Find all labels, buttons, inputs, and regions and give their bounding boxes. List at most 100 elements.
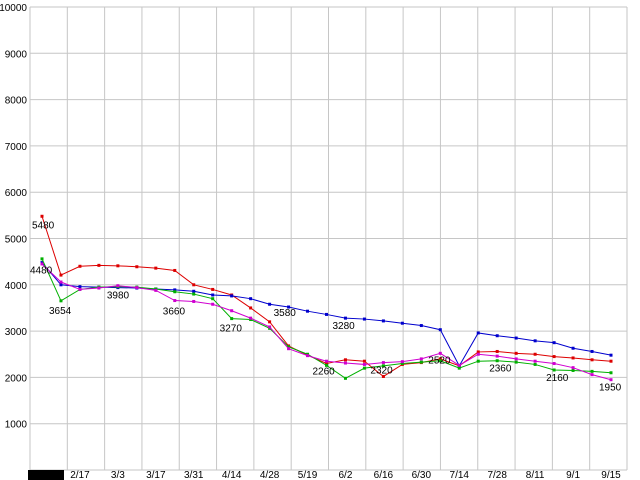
series-green-marker — [495, 359, 499, 363]
y-axis-tick-label: 3000 — [5, 327, 28, 338]
data-point-label: 4480 — [30, 266, 53, 277]
series-green-marker — [571, 368, 575, 372]
series-magenta-marker — [287, 347, 291, 351]
y-axis-tick-label: 1000 — [5, 420, 28, 431]
data-point-label: 5480 — [32, 220, 55, 231]
series-magenta-marker — [211, 302, 215, 306]
series-blue-marker — [533, 339, 537, 343]
series-red-marker — [495, 349, 499, 353]
y-axis-tick-label: 7000 — [5, 142, 28, 153]
series-green-marker — [230, 317, 234, 321]
series-green-marker — [552, 368, 556, 372]
series-green-marker — [438, 359, 442, 363]
series-red-marker — [268, 320, 272, 324]
data-point-label: 3580 — [274, 308, 297, 319]
series-blue-marker — [495, 334, 499, 338]
series-magenta-marker — [78, 287, 82, 291]
series-green-marker — [419, 360, 423, 364]
x-axis-tick-label: 6/16 — [374, 470, 394, 480]
bottom-left-black-box — [28, 470, 64, 480]
series-red-marker — [211, 287, 215, 291]
data-point-label: 3270 — [220, 324, 243, 335]
series-blue-marker — [609, 353, 613, 357]
series-blue-marker — [400, 321, 404, 325]
series-blue-marker — [381, 319, 385, 323]
series-magenta-marker — [40, 262, 44, 266]
series-magenta-marker — [343, 361, 347, 365]
series-green-marker — [457, 366, 461, 370]
y-axis-tick-label: 2000 — [5, 373, 28, 384]
series-magenta-marker — [135, 286, 139, 290]
series-red-marker — [343, 358, 347, 362]
x-axis-tick-label: 9/15 — [601, 470, 621, 480]
series-magenta-marker — [116, 284, 120, 288]
series-blue-marker — [438, 328, 442, 332]
y-axis-tick-label: 6000 — [5, 188, 28, 199]
series-green-marker — [343, 376, 347, 380]
series-blue-marker — [362, 317, 366, 321]
y-axis-tick-label: 9000 — [5, 49, 28, 60]
series-red-marker — [40, 214, 44, 218]
series-blue-marker — [325, 312, 328, 316]
series-red-marker — [154, 266, 158, 270]
series-red-marker — [135, 265, 139, 269]
data-point-label: 1950 — [599, 383, 622, 394]
data-point-label: 2360 — [489, 364, 512, 375]
series-blue-marker — [192, 289, 196, 293]
series-red-marker — [552, 355, 556, 359]
series-blue-marker — [211, 293, 215, 297]
y-axis-tick-label: 5000 — [5, 235, 28, 246]
data-point-label: 3980 — [107, 291, 130, 302]
series-red-marker — [438, 357, 442, 361]
y-axis-tick-label: 8000 — [5, 96, 28, 107]
series-blue-marker — [343, 316, 347, 320]
series-magenta-marker — [533, 359, 537, 363]
series-magenta-marker — [173, 299, 177, 303]
series-green-marker — [173, 290, 177, 294]
series-red-marker — [571, 356, 575, 360]
x-axis-tick-label: 5/19 — [298, 470, 318, 480]
data-point-label: 2520 — [428, 355, 451, 366]
series-blue-marker — [268, 302, 272, 306]
series-magenta-marker — [249, 316, 253, 320]
series-magenta-marker — [97, 286, 101, 290]
series-magenta-marker — [268, 325, 272, 329]
series-blue-marker — [249, 297, 253, 301]
series-green-marker — [381, 364, 385, 368]
x-axis-tick-label: 3/31 — [184, 470, 204, 480]
series-green-marker — [400, 362, 404, 366]
series-red-marker — [362, 359, 366, 363]
series-red-marker — [609, 359, 613, 363]
x-axis-tick-label: 7/28 — [487, 470, 507, 480]
y-axis-tick-label: 4000 — [5, 281, 28, 292]
series-magenta-marker — [400, 360, 404, 364]
series-green-marker — [192, 292, 196, 296]
series-magenta-marker — [325, 359, 328, 363]
x-axis-tick-label: 8/11 — [526, 470, 545, 480]
series-magenta-marker — [514, 357, 518, 361]
series-red-marker — [116, 264, 120, 268]
series-green-marker — [476, 359, 480, 363]
series-red-marker — [59, 273, 63, 277]
y-axis-tick-label: 10000 — [0, 3, 27, 14]
series-blue-marker — [419, 324, 423, 328]
series-magenta-marker — [59, 280, 63, 284]
series-blue-marker — [78, 285, 82, 289]
x-axis-tick-label: 6/30 — [412, 470, 432, 480]
data-point-label: 3654 — [49, 306, 72, 317]
series-blue-marker — [590, 349, 594, 353]
series-blue-marker — [59, 283, 63, 287]
series-magenta-marker — [571, 366, 575, 370]
series-red-marker — [514, 351, 518, 355]
x-axis-tick-label: 7/14 — [450, 470, 470, 480]
series-red-marker — [192, 283, 196, 287]
data-point-label: 2320 — [370, 366, 393, 377]
series-magenta-marker — [590, 373, 594, 377]
series-magenta-marker — [381, 361, 385, 365]
series-green-marker — [362, 366, 366, 370]
series-red-marker — [78, 264, 82, 268]
series-magenta-marker — [476, 352, 480, 356]
series-red-marker — [381, 374, 385, 378]
x-axis-tick-label: 3/3 — [111, 470, 125, 480]
